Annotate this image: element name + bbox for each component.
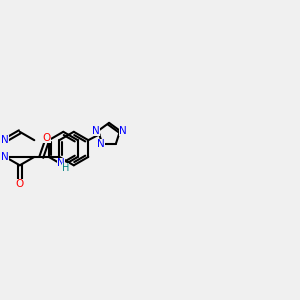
Text: N: N <box>97 139 105 149</box>
Text: H: H <box>62 163 69 173</box>
Text: N: N <box>92 126 100 136</box>
Text: O: O <box>42 134 51 143</box>
Text: N: N <box>2 135 9 145</box>
Text: N: N <box>2 152 9 162</box>
Text: N: N <box>57 158 65 168</box>
Text: N: N <box>119 126 127 136</box>
Text: O: O <box>16 178 24 188</box>
